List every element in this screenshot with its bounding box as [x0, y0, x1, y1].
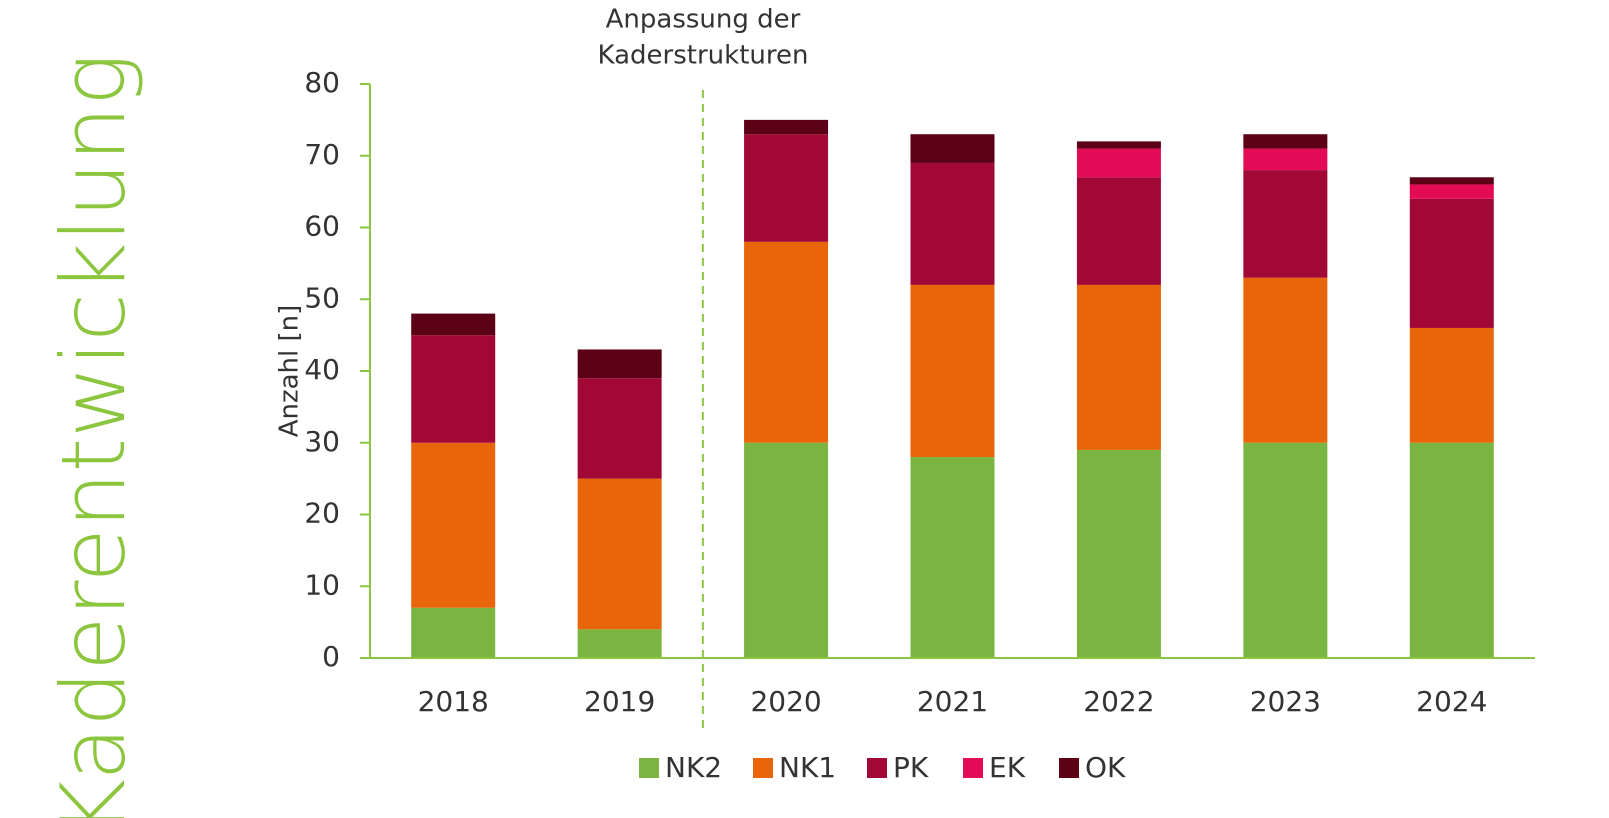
- bar-segment: [910, 162, 995, 285]
- bar-segment: [411, 442, 496, 608]
- legend-label: EK: [989, 751, 1026, 784]
- bar-segment: [411, 313, 496, 336]
- bar-segment: [1076, 148, 1161, 178]
- x-tick-label: 2018: [418, 685, 489, 718]
- bar-segment: [1243, 170, 1328, 278]
- legend-swatch: [867, 758, 887, 778]
- legend-label: NK1: [779, 751, 836, 784]
- y-tick-label: 50: [304, 281, 340, 314]
- y-tick-label: 10: [304, 568, 340, 601]
- bar-segment: [1243, 442, 1328, 658]
- y-axis-label: Anzahl [n]: [275, 305, 305, 438]
- y-tick-label: 60: [304, 210, 340, 243]
- y-tick-label: 70: [304, 138, 340, 171]
- y-tick-label: 20: [304, 497, 340, 530]
- bar-segment: [1409, 442, 1494, 658]
- bar-segment: [910, 457, 995, 658]
- x-tick-label: 2024: [1416, 685, 1487, 718]
- side-title: Kaderentwicklung: [42, 53, 145, 818]
- bar-segment: [1409, 327, 1494, 443]
- y-tick-label: 40: [304, 353, 340, 386]
- bar-segment: [1243, 277, 1328, 443]
- bar-segment: [1409, 198, 1494, 328]
- y-tick-label: 30: [304, 425, 340, 458]
- bar-segment: [1076, 284, 1161, 450]
- x-tick-label: 2019: [584, 685, 655, 718]
- bar-segment: [1243, 148, 1328, 171]
- legend-label: PK: [893, 751, 929, 784]
- bar-segment: [577, 378, 662, 479]
- x-tick-label: 2023: [1250, 685, 1321, 718]
- bar-segment: [744, 442, 829, 658]
- y-tick-label: 80: [304, 66, 340, 99]
- y-tick-label: 0: [322, 640, 340, 673]
- bar-segment: [1076, 449, 1161, 658]
- annotation: Anpassung der: [606, 5, 801, 35]
- bar-segment: [910, 134, 995, 163]
- x-tick-label: 2021: [917, 685, 988, 718]
- legend-swatch: [963, 758, 983, 778]
- annotation: Kaderstrukturen: [598, 41, 809, 71]
- bar-segment: [577, 629, 662, 658]
- legend-label: NK2: [665, 751, 722, 784]
- bar-segment: [1409, 177, 1494, 185]
- bar-segment: [411, 335, 496, 443]
- legend-swatch: [639, 758, 659, 778]
- x-tick-label: 2020: [750, 685, 821, 718]
- bar-segment: [1243, 134, 1328, 149]
- bar-segment: [744, 134, 829, 242]
- x-tick-label: 2022: [1083, 685, 1154, 718]
- legend-swatch: [753, 758, 773, 778]
- bar-segment: [411, 607, 496, 658]
- bar-segment: [1409, 184, 1494, 199]
- bar-segment: [744, 241, 829, 443]
- bar-segment: [577, 349, 662, 379]
- bar-segment: [1076, 177, 1161, 285]
- bar-segment: [1076, 141, 1161, 149]
- legend-swatch: [1059, 758, 1079, 778]
- legend-label: OK: [1085, 751, 1126, 784]
- bar-segment: [910, 284, 995, 458]
- bar-segment: [577, 478, 662, 630]
- bar-segment: [744, 119, 829, 135]
